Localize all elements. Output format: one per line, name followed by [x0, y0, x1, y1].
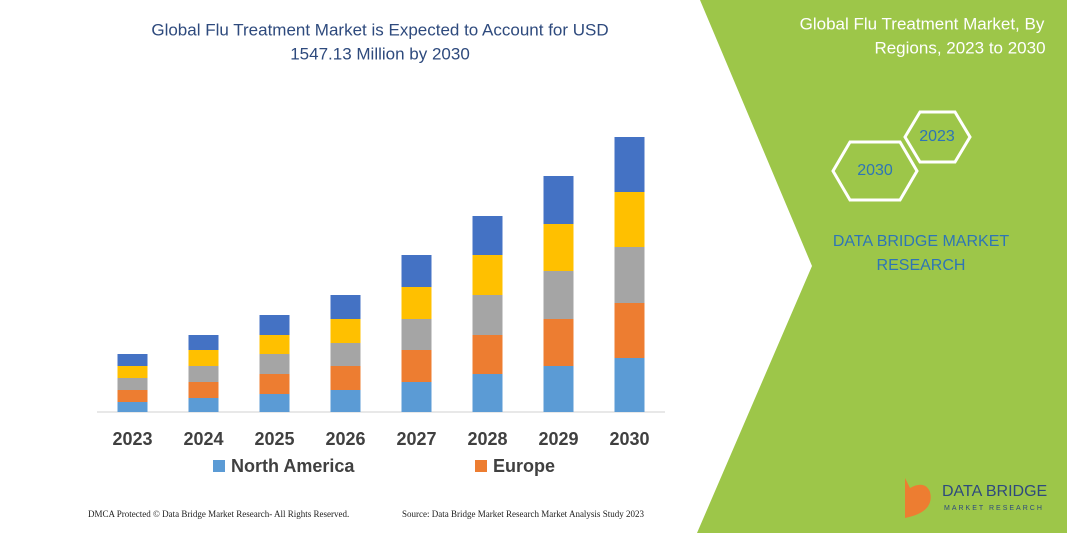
- bar-segment: [401, 382, 432, 412]
- bar-segment: [330, 319, 361, 343]
- bar-segment: [614, 358, 645, 412]
- bar-segment: [614, 137, 645, 192]
- bar-segment: [259, 394, 290, 412]
- side-panel: [697, 0, 1067, 533]
- bar-segment: [117, 378, 148, 390]
- x-tick-label: 2025: [254, 429, 294, 449]
- bar-segment: [330, 390, 361, 412]
- bar-segment: [543, 366, 574, 412]
- hexagon: [903, 110, 972, 164]
- bar-segment: [188, 350, 219, 366]
- bar-segment: [614, 247, 645, 303]
- bar-segment: [117, 366, 148, 378]
- bar-segment: [543, 271, 574, 319]
- bar-segment: [188, 366, 219, 382]
- bar-segment: [472, 255, 503, 295]
- bar-segment: [401, 255, 432, 287]
- bar-segment: [259, 315, 290, 335]
- bar-segment: [259, 354, 290, 374]
- logo-icon: [905, 478, 931, 518]
- hexagon: [831, 140, 919, 202]
- x-tick-label: 2023: [112, 429, 152, 449]
- bar-segment: [614, 192, 645, 247]
- x-tick-label: 2027: [396, 429, 436, 449]
- bar-segment: [259, 335, 290, 354]
- x-tick-label: 2030: [609, 429, 649, 449]
- bar-segment: [401, 287, 432, 319]
- bar-segment: [117, 402, 148, 412]
- chart-title: Global Flu Treatment Market is Expected …: [151, 20, 608, 39]
- brand-text: DATA BRIDGE MARKET: [833, 233, 1010, 250]
- bar-segment: [543, 224, 574, 271]
- brand-text: RESEARCH: [877, 257, 966, 274]
- bar-segment: [543, 319, 574, 366]
- bar-segment: [472, 374, 503, 412]
- footer-note: DMCA Protected © Data Bridge Market Rese…: [88, 509, 349, 519]
- bar-segment: [117, 390, 148, 402]
- hex-label: 2030: [857, 162, 893, 179]
- x-tick-label: 2028: [467, 429, 507, 449]
- bar-segment: [117, 354, 148, 366]
- bar-segment: [472, 295, 503, 335]
- x-tick-label: 2026: [325, 429, 365, 449]
- chart-subtitle: 1547.13 Million by 2030: [290, 44, 470, 63]
- bar-segment: [401, 319, 432, 350]
- logo-sub: MARKET RESEARCH: [944, 505, 1044, 512]
- legend-label: North America: [231, 456, 355, 476]
- bar-segment: [472, 216, 503, 255]
- x-tick-label: 2024: [183, 429, 223, 449]
- bar-segment: [401, 350, 432, 382]
- legend-label: Europe: [493, 456, 555, 476]
- bar-segment: [543, 176, 574, 224]
- logo-name: DATA BRIDGE: [942, 483, 1047, 500]
- x-tick-label: 2029: [538, 429, 578, 449]
- bar-segment: [188, 335, 219, 350]
- bar-segment: [188, 398, 219, 412]
- bar-segment: [259, 374, 290, 394]
- panel-title: Global Flu Treatment Market, By: [800, 14, 1045, 33]
- bar-segment: [472, 335, 503, 374]
- bar-segment: [330, 366, 361, 390]
- legend-swatch: [475, 460, 487, 472]
- panel-title: Regions, 2023 to 2030: [874, 38, 1045, 57]
- footer-source: Source: Data Bridge Market Research Mark…: [402, 509, 644, 519]
- bar-segment: [614, 303, 645, 358]
- bar-segment: [330, 343, 361, 366]
- bar-segment: [188, 382, 219, 398]
- hex-label: 2023: [919, 128, 955, 145]
- legend-swatch: [213, 460, 225, 472]
- bar-segment: [330, 295, 361, 319]
